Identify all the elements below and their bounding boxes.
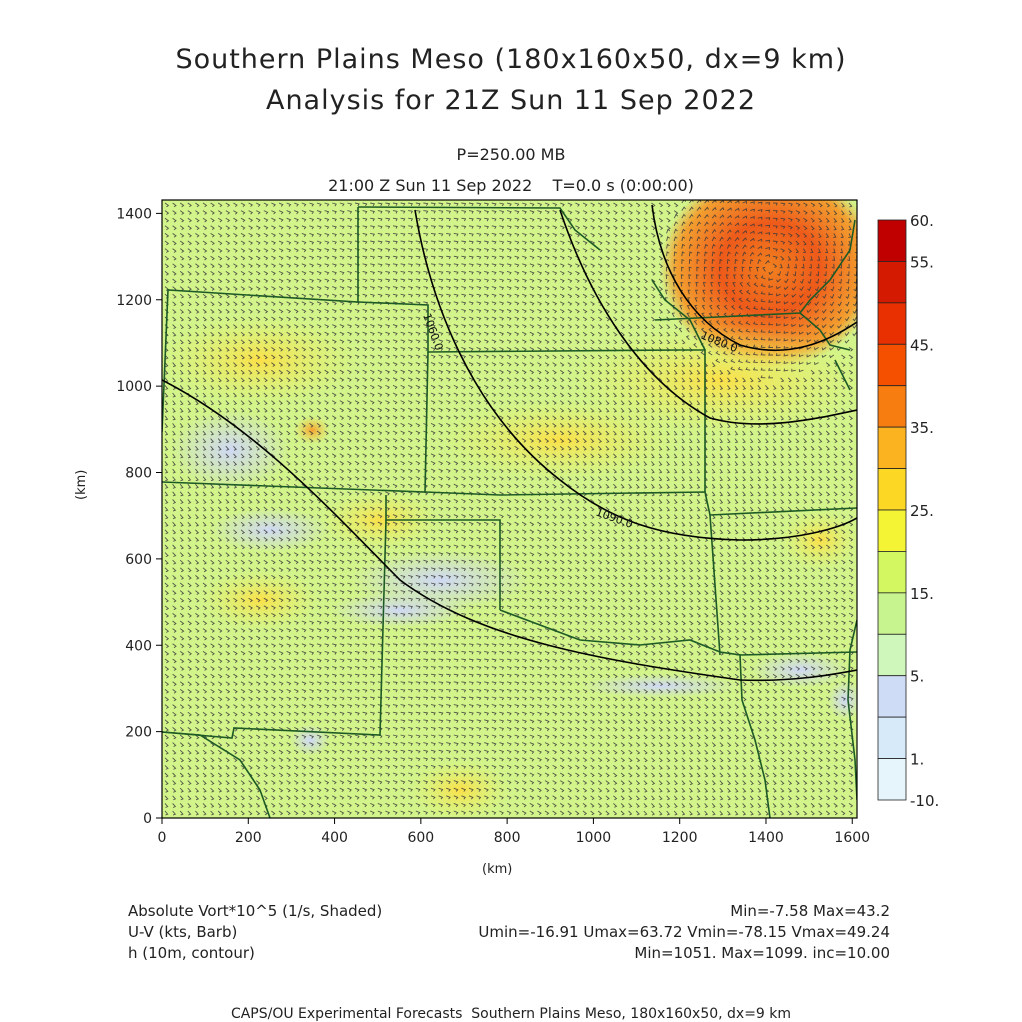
x-tick-label: 1200 [662,830,698,846]
x-tick-label: 600 [407,830,434,846]
title-line-1: Southern Plains Meso (180x160x50, dx=9 k… [175,44,847,75]
colorbar-swatch [877,385,907,428]
y-tick-label: 0 [143,811,152,827]
plot-frame [161,199,858,819]
state-line [799,312,851,351]
state-line [162,731,271,818]
x-tick-label: 1400 [748,830,784,846]
colorbar-swatch [877,509,907,552]
legend-vort-range: Min=-7.58 Max=43.2 [730,902,890,920]
y-tick-label: 200 [125,725,152,741]
colorbar-swatch [877,302,907,345]
colorbar-label: 35. [910,419,934,437]
state-line [739,651,857,656]
title-line-2: Analysis for 21Z Sun 11 Sep 2022 [265,85,757,116]
x-tick-label: 1600 [834,830,870,846]
legend-wind-range: Umin=-16.91 Umax=63.72 Vmin=-78.15 Vmax=… [478,923,890,941]
state-line [162,519,387,739]
y-tick-label: 1200 [116,293,152,309]
x-axis-label: (km) [482,862,513,877]
legend-height-range: Min=1051. Max=1099. inc=10.00 [634,944,890,962]
legend-height: h (10m, contour) [128,944,255,962]
state-line [651,279,706,351]
y-tick-label: 1400 [116,206,152,222]
x-tick-label: 400 [321,830,348,846]
colorbar-swatch [877,758,907,801]
colorbar-swatch [877,633,907,677]
state-line [357,301,681,353]
height-contour [162,379,857,682]
colorbar-swatch [877,592,907,635]
valid-time: 21:00 Z Sun 11 Sep 2022 T=0.0 s (0:00:00… [328,176,694,195]
state-line [834,359,851,391]
state-line [654,219,856,321]
colorbar-label: 55. [910,253,934,271]
wind-barbs [164,200,857,816]
state-line [709,507,857,516]
x-tick-label: 800 [494,830,521,846]
height-contour [414,209,857,541]
height-contour [651,204,857,352]
y-tick-label: 1000 [116,379,152,395]
colorbar-swatch [877,675,907,718]
colorbar-label: 60. [910,212,934,230]
y-tick-label: 400 [125,638,152,654]
y-tick-label: 800 [125,466,152,482]
state-line [357,206,601,251]
colorbar-label: 5. [910,668,924,686]
colorbar [877,219,907,801]
x-tick-label: 0 [158,830,167,846]
colorbar-label: 15. [910,585,934,603]
colorbar-swatch [877,261,907,304]
state-boundaries [162,206,857,818]
height-contour [559,209,857,425]
colorbar-swatch [877,716,907,759]
y-tick-label: 600 [125,552,152,568]
vorticity-shading [162,200,857,818]
y-axis-label: (km) [74,469,89,500]
legend-vort: Absolute Vort*10^5 (1/s, Shaded) [128,902,383,920]
state-line [847,619,857,801]
height-contours [162,204,857,682]
colorbar-swatch [877,551,907,594]
colorbar-swatch [877,426,907,469]
state-line [162,207,359,433]
colorbar-label: 1. [910,751,924,769]
colorbar-label: -10. [910,792,939,810]
footer-credit: CAPS/OU Experimental Forecasts Southern … [230,1006,792,1022]
x-tick-label: 1000 [576,830,612,846]
pressure-level: P=250.00 MB [456,145,566,164]
colorbar-label: 45. [910,336,934,354]
colorbar-swatch [877,468,907,511]
legend-wind: U-V (kts, Barb) [128,923,238,941]
colorbar-swatch [877,219,907,262]
colorbar-label: 25. [910,502,934,520]
state-line [385,495,501,610]
x-tick-label: 200 [235,830,262,846]
colorbar-swatch [877,343,907,387]
